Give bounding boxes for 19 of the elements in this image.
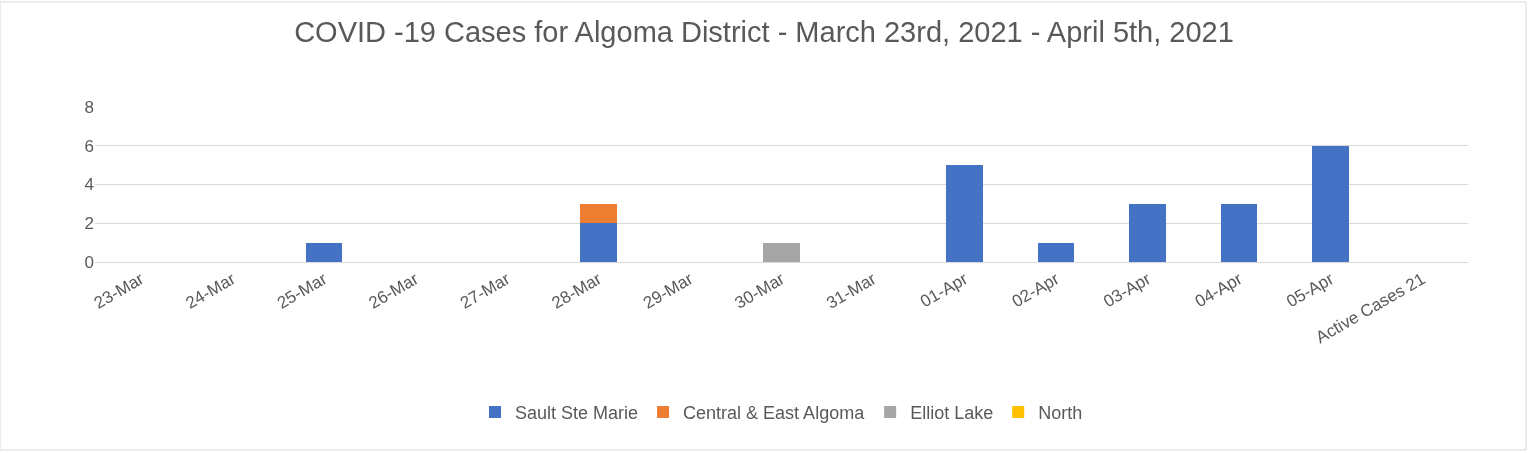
bar: [1129, 204, 1166, 262]
bar: [946, 165, 983, 262]
bar: [1038, 243, 1074, 262]
bar: [580, 223, 617, 262]
legend-label: Elliot Lake: [910, 402, 994, 423]
bar: [1312, 146, 1349, 262]
bar: [580, 204, 617, 223]
legend-label: Sault Ste Marie: [515, 402, 639, 423]
bar: [763, 243, 800, 262]
y-tick-label: 0: [84, 252, 94, 272]
chart-title: COVID -19 Cases for Algoma District - March 23rd, 2021 - April 5th, 2021: [294, 15, 1234, 48]
y-tick-label: 6: [84, 136, 94, 156]
y-tick-label: 8: [84, 97, 94, 117]
bar: [1221, 204, 1257, 262]
y-tick-label: 4: [84, 175, 94, 195]
bar: [306, 243, 342, 262]
y-tick-label: 2: [84, 214, 94, 234]
legend-label: Central & East Algoma: [683, 402, 866, 423]
legend-label: North: [1038, 402, 1083, 423]
